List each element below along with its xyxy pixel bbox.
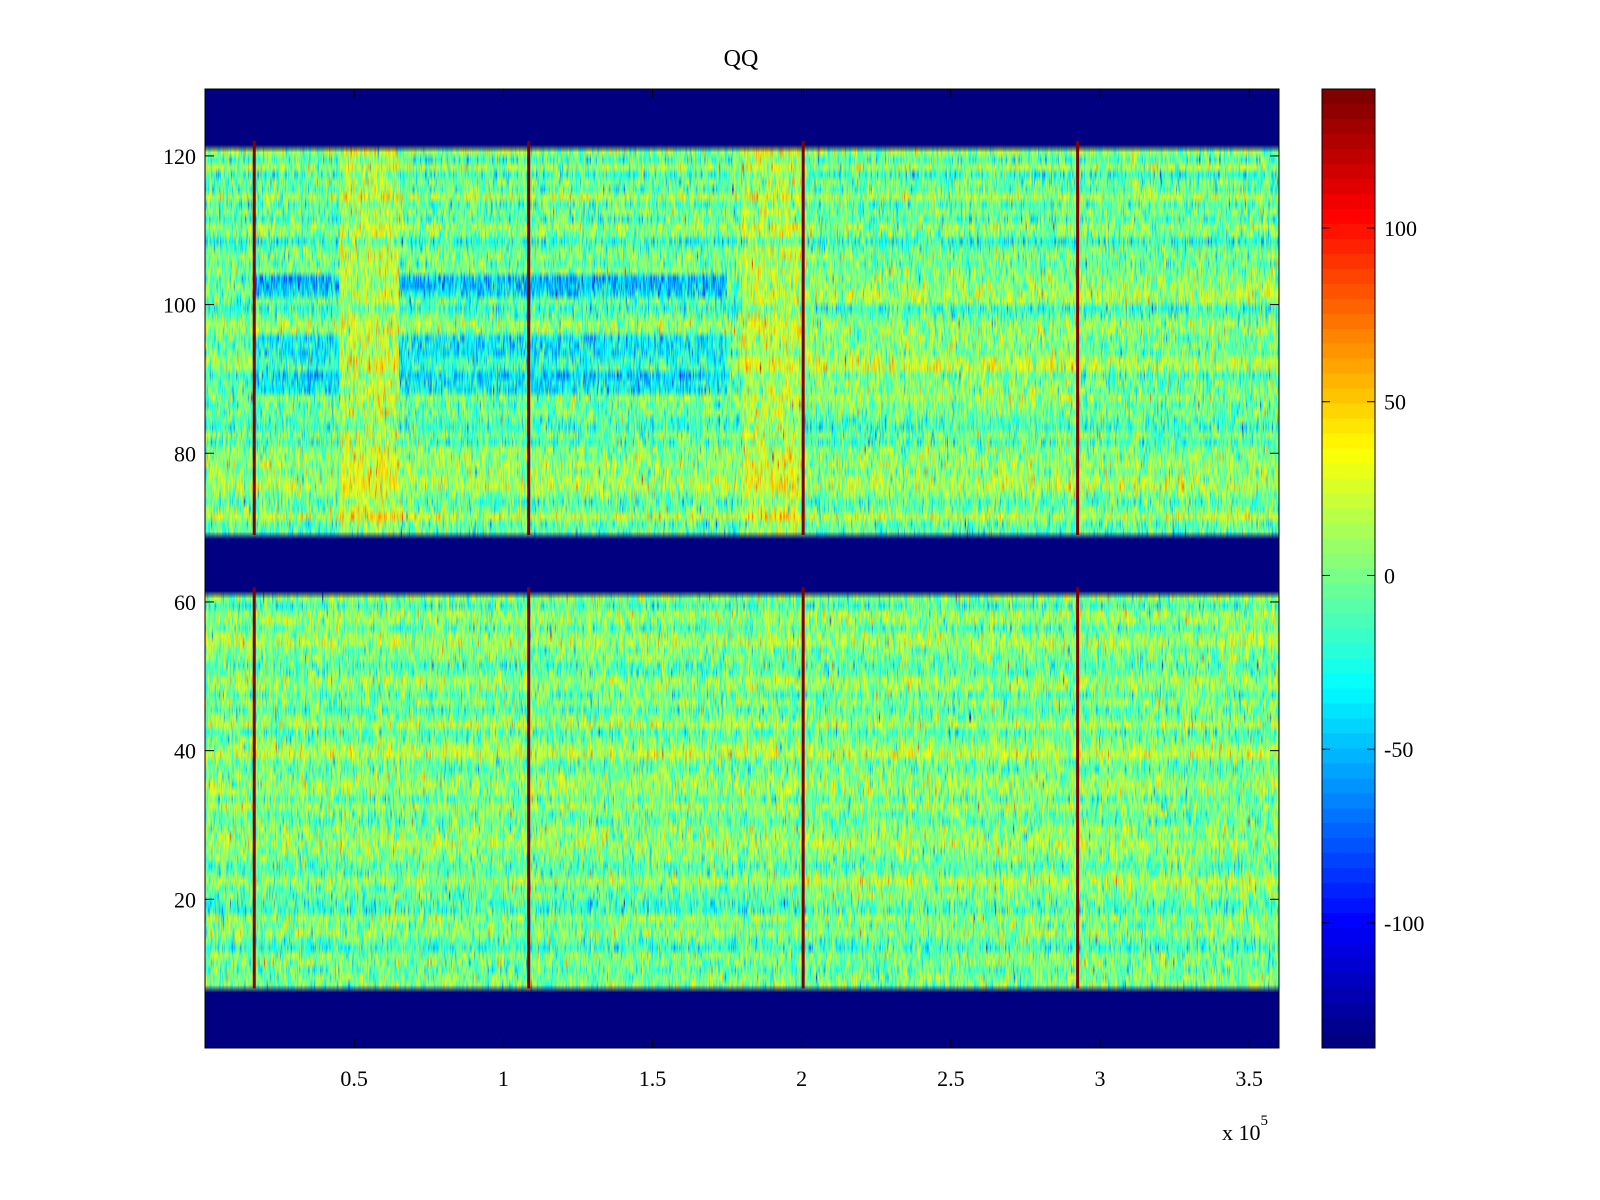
colorbar-tick-label: 0 [1384,563,1395,588]
x-tick-label: 3 [1095,1066,1106,1091]
y-tick-label: 40 [174,739,196,764]
plot-frame [204,88,1280,1049]
colorbar-tick-label: 50 [1384,390,1406,415]
x-tick-label: 2.5 [937,1066,965,1091]
heatmap-image [205,89,1279,1048]
colorbar: -100 -50 0 50 100 [1321,88,1424,1049]
x-axis-exponent-label: x 105 [1222,1113,1268,1145]
x-axis-exponent: 5 [1261,1113,1269,1129]
x-axis: 0.5 1 1.5 2 2.5 3 3.5 [340,89,1263,1091]
y-tick-label: 20 [174,887,196,912]
colorbar-tick-label: -100 [1384,911,1424,936]
y-tick-label: 120 [163,144,196,169]
colorbar-ticks: -100 -50 0 50 100 [1322,216,1424,936]
heatmap-plot-area [205,89,1279,1048]
colorbar-tick-label: -50 [1384,737,1413,762]
colorbar-gradient [1322,89,1375,1048]
x-tick-label: 3.5 [1235,1066,1263,1091]
x-tick-label: 2 [796,1066,807,1091]
y-axis: 20 40 60 80 100 120 [163,144,1279,912]
chart-title: QQ [724,46,759,72]
colorbar-tick-label: 100 [1384,216,1417,241]
y-tick-label: 60 [174,590,196,615]
marker-column-lines [252,141,1080,989]
x-tick-label: 1.5 [639,1066,667,1091]
colorbar-frame [1321,88,1376,1049]
x-tick-label: 0.5 [340,1066,368,1091]
y-tick-label: 100 [163,293,196,318]
y-tick-label: 80 [174,441,196,466]
x-tick-label: 1 [498,1066,509,1091]
